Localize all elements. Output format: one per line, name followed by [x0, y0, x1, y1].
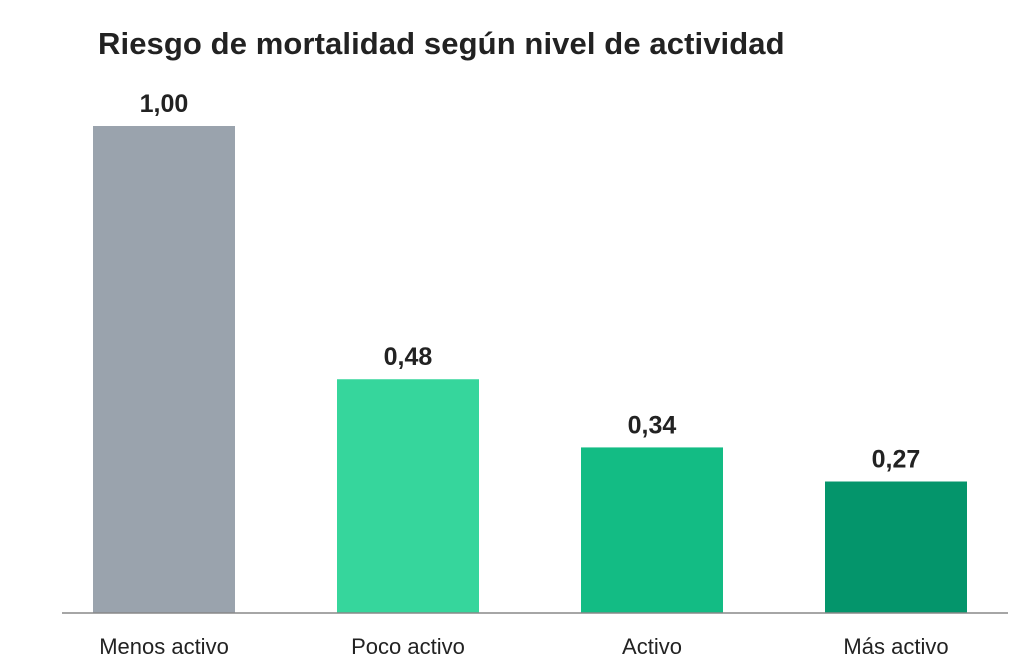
bar-0: [93, 126, 235, 613]
x-tick-label-0: Menos activo: [99, 634, 229, 659]
x-tick-label-2: Activo: [622, 634, 682, 659]
bar-2: [581, 447, 723, 613]
bar-value-label-2: 0,34: [628, 411, 677, 439]
bar-value-label-3: 0,27: [872, 446, 921, 474]
bar-value-label-0: 1,00: [140, 90, 189, 118]
x-tick-label-3: Más activo: [843, 634, 948, 659]
bar-value-label-1: 0,48: [384, 343, 433, 371]
bar-1: [337, 379, 479, 613]
chart-title: Riesgo de mortalidad según nivel de acti…: [98, 26, 785, 61]
x-tick-label-1: Poco activo: [351, 634, 465, 659]
bar-3: [825, 481, 967, 613]
